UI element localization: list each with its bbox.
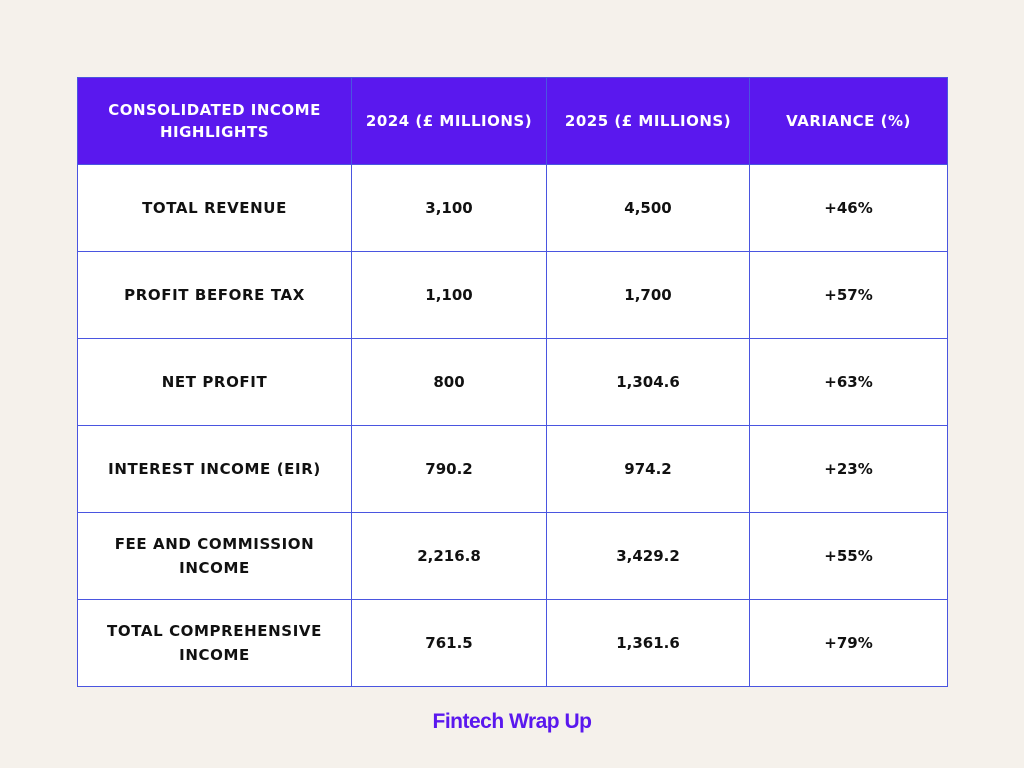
row-label: Total Comprehensive Income: [77, 599, 352, 687]
header-metric: Consolidated Income Highlights: [77, 77, 352, 165]
cell-2024: 790.2: [351, 425, 547, 513]
cell-variance: +57%: [749, 251, 948, 339]
cell-2024: 761.5: [351, 599, 547, 687]
cell-2025: 1,361.6: [546, 599, 750, 687]
cell-2025: 974.2: [546, 425, 750, 513]
brand-footer: Fintech Wrap Up: [432, 710, 592, 733]
table-row: Net Profit 800 1,304.6 +63%: [77, 338, 948, 426]
cell-2024: 3,100: [351, 164, 547, 252]
cell-2025: 1,700: [546, 251, 750, 339]
table-row: Total Revenue 3,100 4,500 +46%: [77, 164, 948, 252]
table-row: Interest Income (EIR) 790.2 974.2 +23%: [77, 425, 948, 513]
table-header-row: Consolidated Income Highlights 2024 (£ M…: [77, 77, 948, 165]
cell-2024: 2,216.8: [351, 512, 547, 600]
table-row: Profit Before Tax 1,100 1,700 +57%: [77, 251, 948, 339]
cell-variance: +63%: [749, 338, 948, 426]
header-2025: 2025 (£ Millions): [546, 77, 750, 165]
cell-variance: +23%: [749, 425, 948, 513]
cell-2025: 1,304.6: [546, 338, 750, 426]
table-row: Fee and Commission Income 2,216.8 3,429.…: [77, 512, 948, 600]
cell-variance: +79%: [749, 599, 948, 687]
income-highlights-table: Consolidated Income Highlights 2024 (£ M…: [77, 77, 948, 687]
cell-2025: 3,429.2: [546, 512, 750, 600]
row-label: Interest Income (EIR): [77, 425, 352, 513]
cell-2025: 4,500: [546, 164, 750, 252]
row-label: Net Profit: [77, 338, 352, 426]
header-2024: 2024 (£ Millions): [351, 77, 547, 165]
cell-variance: +55%: [749, 512, 948, 600]
row-label: Fee and Commission Income: [77, 512, 352, 600]
cell-variance: +46%: [749, 164, 948, 252]
cell-2024: 1,100: [351, 251, 547, 339]
row-label: Total Revenue: [77, 164, 352, 252]
cell-2024: 800: [351, 338, 547, 426]
income-table-container: Consolidated Income Highlights 2024 (£ M…: [77, 77, 948, 687]
table-row: Total Comprehensive Income 761.5 1,361.6…: [77, 599, 948, 687]
row-label: Profit Before Tax: [77, 251, 352, 339]
header-variance: Variance (%): [749, 77, 948, 165]
